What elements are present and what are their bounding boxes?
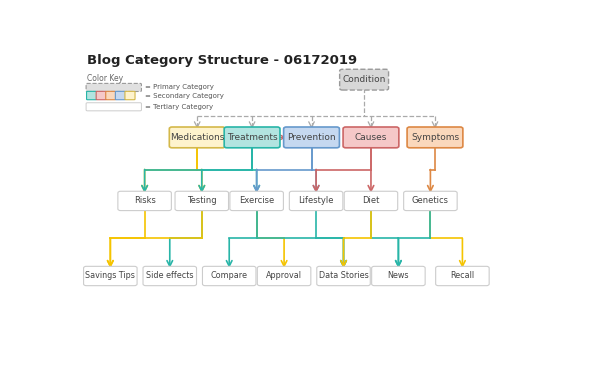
FancyBboxPatch shape <box>169 127 225 148</box>
Text: Approval: Approval <box>266 272 302 280</box>
FancyBboxPatch shape <box>224 127 280 148</box>
Text: = Secondary Category: = Secondary Category <box>145 93 224 99</box>
FancyBboxPatch shape <box>106 92 116 100</box>
FancyBboxPatch shape <box>284 127 339 148</box>
Text: Condition: Condition <box>342 75 386 84</box>
FancyBboxPatch shape <box>87 92 97 100</box>
Text: Compare: Compare <box>211 272 248 280</box>
Text: Treatments: Treatments <box>227 133 277 142</box>
Text: Recall: Recall <box>450 272 474 280</box>
Text: Genetics: Genetics <box>412 196 449 206</box>
FancyBboxPatch shape <box>372 266 425 286</box>
FancyBboxPatch shape <box>116 92 126 100</box>
Text: Color Key: Color Key <box>87 74 123 83</box>
FancyBboxPatch shape <box>340 69 389 90</box>
FancyBboxPatch shape <box>202 266 256 286</box>
Text: Data Stories: Data Stories <box>319 272 368 280</box>
FancyBboxPatch shape <box>96 92 106 100</box>
FancyBboxPatch shape <box>407 127 463 148</box>
FancyBboxPatch shape <box>404 191 457 211</box>
Text: Lifestyle: Lifestyle <box>299 196 334 206</box>
FancyBboxPatch shape <box>175 191 228 211</box>
FancyBboxPatch shape <box>143 266 196 286</box>
Text: Exercise: Exercise <box>239 196 274 206</box>
Text: Prevention: Prevention <box>287 133 336 142</box>
Text: Savings Tips: Savings Tips <box>86 272 135 280</box>
FancyBboxPatch shape <box>317 266 371 286</box>
Text: = Primary Category: = Primary Category <box>145 84 214 90</box>
FancyBboxPatch shape <box>289 191 343 211</box>
FancyBboxPatch shape <box>343 127 399 148</box>
FancyBboxPatch shape <box>125 92 135 100</box>
Text: Causes: Causes <box>355 133 387 142</box>
FancyBboxPatch shape <box>86 83 142 92</box>
Text: = Tertiary Category: = Tertiary Category <box>145 104 213 110</box>
FancyBboxPatch shape <box>257 266 311 286</box>
Text: Symptoms: Symptoms <box>411 133 459 142</box>
FancyBboxPatch shape <box>84 266 137 286</box>
Text: Side effects: Side effects <box>146 272 194 280</box>
Text: Medications: Medications <box>170 133 224 142</box>
FancyBboxPatch shape <box>344 191 398 211</box>
Text: Diet: Diet <box>362 196 379 206</box>
Text: Testing: Testing <box>187 196 217 206</box>
Text: Risks: Risks <box>134 196 156 206</box>
Text: Blog Category Structure - 06172019: Blog Category Structure - 06172019 <box>87 54 358 67</box>
FancyBboxPatch shape <box>435 266 489 286</box>
FancyBboxPatch shape <box>86 103 142 111</box>
Text: News: News <box>388 272 409 280</box>
FancyBboxPatch shape <box>118 191 171 211</box>
FancyBboxPatch shape <box>230 191 283 211</box>
